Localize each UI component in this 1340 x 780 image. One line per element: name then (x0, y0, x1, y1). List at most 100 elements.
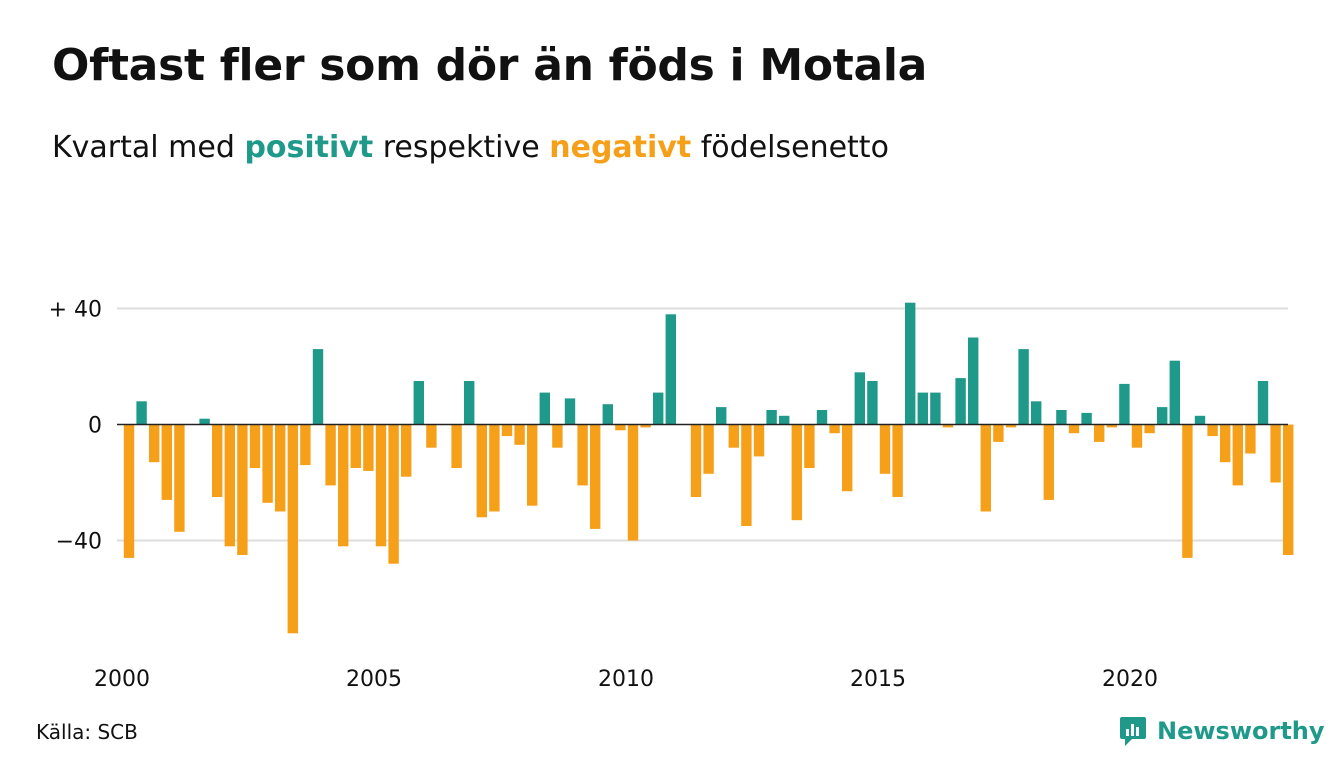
bar (703, 424, 714, 474)
x-tick-label: 2020 (1102, 667, 1158, 692)
bar (1232, 424, 1243, 486)
bar (854, 372, 865, 425)
bar (1207, 424, 1218, 437)
bar (602, 404, 613, 425)
bar (640, 424, 651, 428)
subtitle-post: födelsenetto (700, 130, 889, 165)
bar (728, 424, 739, 448)
bar (1094, 424, 1105, 442)
bar (791, 424, 802, 521)
bar (653, 392, 664, 425)
bar (1270, 424, 1281, 483)
bar (501, 424, 513, 437)
bar (1031, 401, 1042, 425)
bar (1144, 424, 1155, 434)
bar (552, 424, 563, 448)
bar (615, 424, 626, 431)
bar (1194, 415, 1206, 425)
bar (413, 381, 424, 425)
bar (1018, 349, 1029, 425)
bar (388, 424, 399, 564)
bar (262, 424, 273, 503)
y-tick-label: + 40 (49, 298, 102, 323)
x-tick-label: 2005 (346, 667, 402, 692)
bar (1245, 424, 1256, 454)
bar (325, 424, 336, 486)
bar (401, 424, 412, 477)
bar (1182, 424, 1193, 558)
bar (829, 424, 840, 434)
bar (489, 424, 500, 512)
gridlines (117, 307, 1288, 542)
bar (539, 392, 550, 425)
bar (766, 410, 777, 425)
bar (816, 410, 828, 425)
bar (237, 424, 248, 555)
bar (1169, 360, 1180, 425)
bar (1106, 424, 1117, 428)
newsworthy-logo[interactable]: Newsworthy (1118, 714, 1325, 748)
bar (741, 424, 752, 526)
bar (665, 314, 676, 425)
bar (212, 424, 223, 497)
x-tick-label: 2015 (850, 667, 906, 692)
y-tick-label: −40 (56, 530, 102, 555)
bar (527, 424, 538, 506)
bar (577, 424, 588, 486)
bar (363, 424, 374, 471)
bar (1043, 424, 1054, 500)
bar (804, 424, 815, 468)
bar (892, 424, 903, 497)
bar (716, 407, 727, 425)
bar (451, 424, 462, 468)
bar (564, 398, 576, 425)
bar (514, 424, 525, 445)
bar (879, 424, 891, 474)
bar (1005, 424, 1017, 428)
subtitle-positive: positivt (244, 130, 374, 165)
bar (338, 424, 349, 547)
bar (464, 381, 475, 425)
bar (275, 424, 286, 512)
bar (627, 424, 639, 541)
bar (149, 424, 160, 463)
bar (1283, 424, 1294, 555)
bar (980, 424, 991, 512)
bar (375, 424, 387, 547)
bar (955, 378, 966, 425)
bar (590, 424, 601, 529)
source-note: Källa: SCB (36, 720, 138, 744)
bar (1257, 381, 1269, 425)
bar (1068, 424, 1080, 434)
bar (199, 418, 210, 425)
chart-title: Oftast fler som dör än föds i Motala (52, 40, 928, 91)
bar (942, 424, 954, 428)
bar (300, 424, 311, 466)
bar (993, 424, 1004, 442)
bar (1157, 407, 1168, 425)
bar (1131, 424, 1143, 448)
bar (1220, 424, 1231, 463)
newsworthy-logo-icon (1120, 717, 1146, 746)
bar (224, 424, 235, 547)
bar (161, 424, 172, 500)
bar (867, 381, 878, 425)
brand-name: Newsworthy (1157, 717, 1325, 745)
chart-subtitle: Kvartal med positivt respektive negativt… (52, 130, 889, 165)
bar (287, 424, 298, 634)
bar (930, 392, 941, 425)
bar (174, 424, 185, 532)
bar (1081, 412, 1092, 425)
bar (968, 337, 979, 425)
bar (350, 424, 361, 468)
bar (426, 424, 437, 448)
bar (753, 424, 765, 457)
bar (690, 424, 702, 497)
bar (1056, 410, 1067, 425)
subtitle-mid: respektive (382, 130, 540, 165)
bar (312, 349, 324, 425)
y-tick-label: 0 (88, 414, 102, 439)
bar (905, 302, 916, 425)
subtitle-negative: negativt (549, 130, 692, 165)
bar (1119, 383, 1130, 425)
